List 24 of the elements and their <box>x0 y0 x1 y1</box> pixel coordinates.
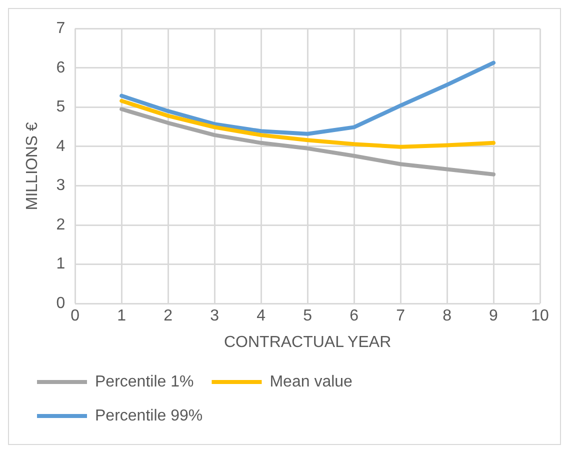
legend-label: Mean value <box>270 373 353 390</box>
x-tick-label: 3 <box>210 308 220 325</box>
x-axis-title: CONTRACTUAL YEAR <box>224 334 392 351</box>
y-tick-label: 2 <box>56 216 66 234</box>
legend-label: Percentile 99% <box>95 407 203 424</box>
y-tick-label: 0 <box>56 295 66 312</box>
x-tick-label: 1 <box>117 308 126 325</box>
y-tick-label: 4 <box>56 138 66 155</box>
y-tick-label: 7 <box>56 20 66 38</box>
x-tick-label: 0 <box>70 308 80 325</box>
x-tick-label: 8 <box>442 308 452 325</box>
x-tick-label: 6 <box>350 308 359 325</box>
x-tick-label: 5 <box>303 308 312 325</box>
y-axis-title: MILLIONS € <box>24 122 42 210</box>
y-tick-label: 6 <box>56 59 66 76</box>
x-tick-label: 9 <box>489 308 498 325</box>
x-tick-label: 4 <box>256 308 266 325</box>
y-tick-label: 5 <box>56 98 66 116</box>
x-tick-label: 7 <box>396 308 406 325</box>
x-tick-label: 10 <box>531 308 549 325</box>
y-tick-label: 1 <box>56 256 66 273</box>
y-tick-label: 3 <box>56 177 66 194</box>
x-tick-label: 2 <box>164 308 173 325</box>
legend-label: Percentile 1% <box>95 373 194 390</box>
